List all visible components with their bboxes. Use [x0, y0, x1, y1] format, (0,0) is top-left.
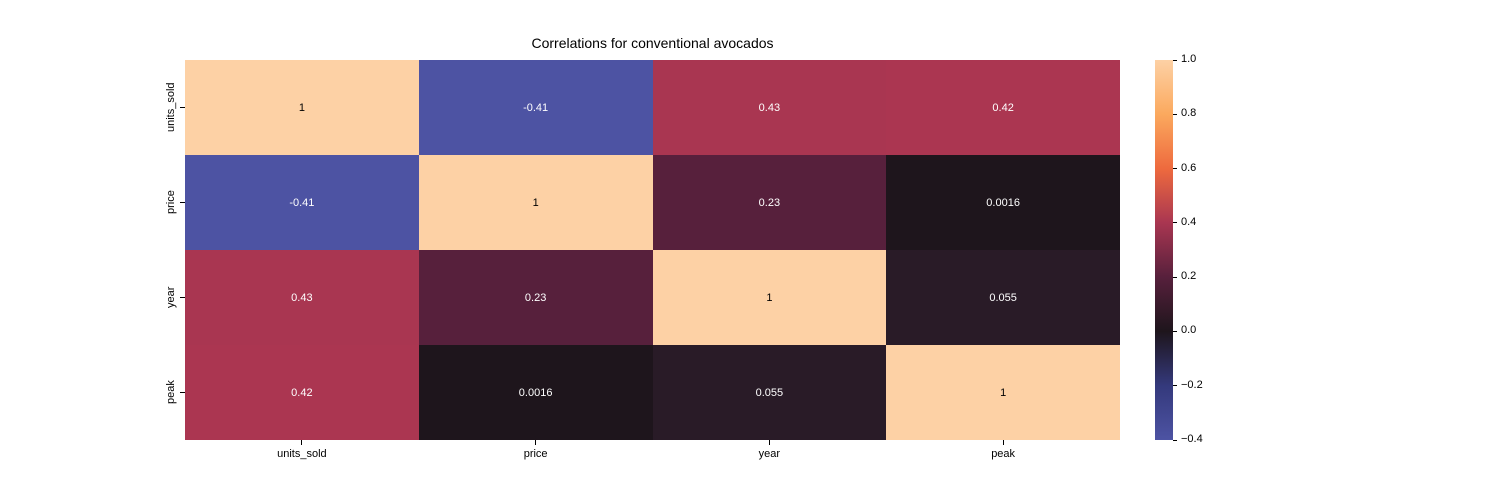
colorbar-tick: [1173, 168, 1177, 169]
colorbar-tick: [1173, 385, 1177, 386]
colorbar-tick: [1173, 331, 1177, 332]
colorbar-tick: [1173, 60, 1177, 61]
heatmap-cell: 0.055: [886, 250, 1120, 345]
heatmap-cell: -0.41: [185, 155, 419, 250]
x-tick: [769, 440, 770, 445]
y-tick: [180, 297, 185, 298]
x-tick: [301, 440, 302, 445]
y-axis-label: units_sold: [165, 60, 177, 155]
heatmap-container: 1-0.410.430.42-0.4110.230.00160.430.2310…: [185, 60, 1120, 440]
heatmap-cell: 0.0016: [419, 345, 653, 440]
colorbar-tick-label: 0.6: [1181, 162, 1196, 174]
colorbar-tick: [1173, 222, 1177, 223]
heatmap-grid: 1-0.410.430.42-0.4110.230.00160.430.2310…: [185, 60, 1120, 440]
heatmap-cell: 1: [185, 60, 419, 155]
x-axis-label: year: [653, 448, 887, 460]
colorbar-tick-label: 0.2: [1181, 270, 1196, 282]
heatmap-cell: 0.23: [419, 250, 653, 345]
heatmap-cell: 0.23: [653, 155, 887, 250]
heatmap-cell: 0.42: [886, 60, 1120, 155]
heatmap-cell: 0.43: [653, 60, 887, 155]
heatmap-cell: 0.43: [185, 250, 419, 345]
y-tick: [180, 107, 185, 108]
y-tick: [180, 392, 185, 393]
colorbar-tick-label: −0.2: [1181, 379, 1203, 391]
colorbar-tick: [1173, 440, 1177, 441]
colorbar-tick-label: −0.4: [1181, 433, 1203, 445]
y-axis-label: year: [165, 250, 177, 345]
colorbar-tick-label: 0.0: [1181, 324, 1196, 336]
colorbar-tick-label: 0.4: [1181, 216, 1196, 228]
colorbar-tick-label: 0.8: [1181, 107, 1196, 119]
heatmap-cell: 1: [419, 155, 653, 250]
y-axis-label: peak: [165, 345, 177, 440]
x-axis-label: price: [419, 448, 653, 460]
heatmap-cell: -0.41: [419, 60, 653, 155]
colorbar-container: [1155, 60, 1173, 440]
y-axis-label: price: [165, 155, 177, 250]
colorbar-tick: [1173, 114, 1177, 115]
x-axis-label: peak: [886, 448, 1120, 460]
x-axis-label: units_sold: [185, 448, 419, 460]
y-tick: [180, 202, 185, 203]
x-tick: [535, 440, 536, 445]
colorbar: [1155, 60, 1173, 440]
x-tick: [1003, 440, 1004, 445]
chart-title: Correlations for conventional avocados: [185, 35, 1120, 51]
heatmap-cell: 0.42: [185, 345, 419, 440]
heatmap-cell: 0.055: [653, 345, 887, 440]
heatmap-cell: 1: [886, 345, 1120, 440]
colorbar-tick: [1173, 277, 1177, 278]
heatmap-cell: 1: [653, 250, 887, 345]
heatmap-cell: 0.0016: [886, 155, 1120, 250]
colorbar-tick-label: 1.0: [1181, 53, 1196, 65]
